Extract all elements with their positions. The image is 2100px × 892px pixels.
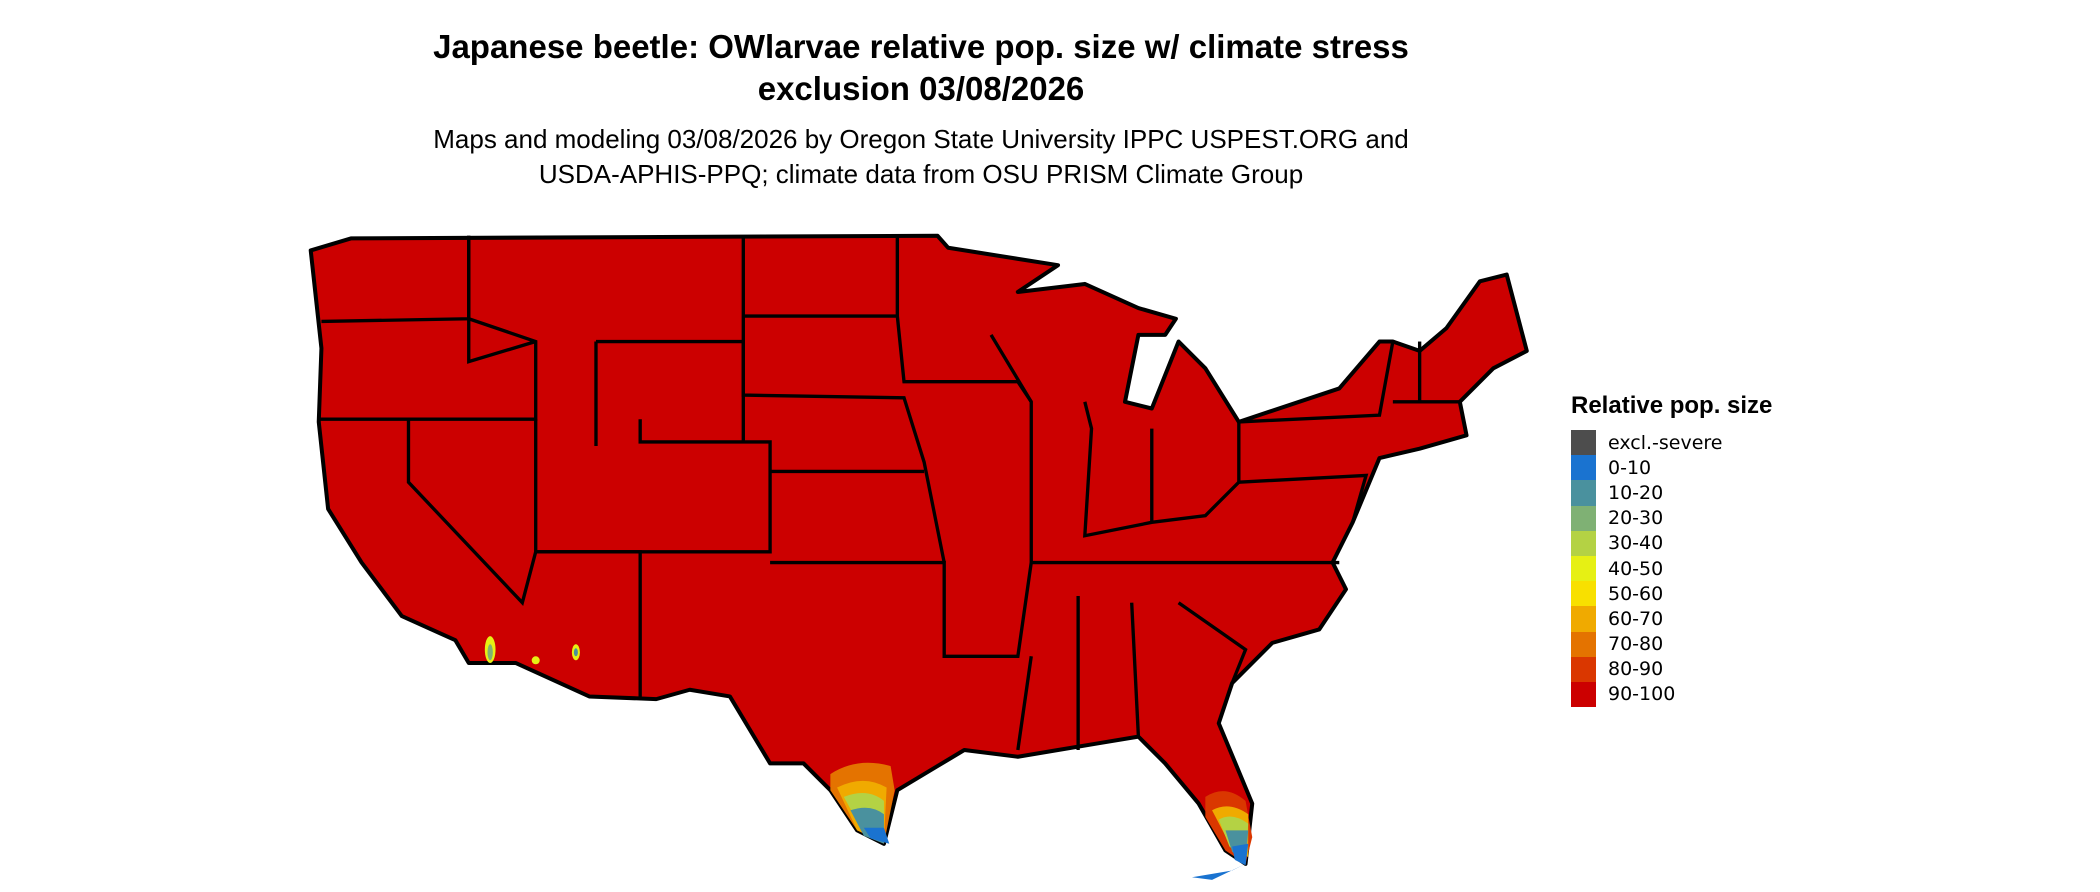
legend-label: 90-100 — [1608, 683, 1676, 706]
us-outline — [308, 233, 1529, 866]
legend-swatch — [1571, 430, 1596, 456]
legend-item: 10-20 — [1571, 480, 1772, 506]
southwest-patches — [484, 636, 580, 665]
legend-label: 20-30 — [1608, 507, 1664, 530]
legend-label: 70-80 — [1608, 633, 1664, 656]
subtitle-line-2: USDA-APHIS-PPQ; climate data from OSU PR… — [538, 159, 1304, 189]
legend-label: 40-50 — [1608, 557, 1664, 580]
legend-label: 60-70 — [1608, 607, 1664, 630]
state-borders — [318, 235, 1460, 751]
legend-item: 80-90 — [1571, 656, 1772, 682]
legend-item: 90-100 — [1571, 681, 1772, 708]
legend-label: excl.-severe — [1608, 431, 1723, 454]
legend-item: excl.-severe — [1571, 430, 1772, 456]
legend-item: 50-60 — [1571, 581, 1772, 607]
florida-gradient-patch — [1191, 791, 1253, 880]
legend: Relative pop. size excl.-severe 0-10 10-20… — [1571, 392, 1773, 708]
legend-title: Relative pop. size — [1571, 392, 1773, 419]
texas-gradient-patch — [830, 762, 895, 844]
legend-swatch — [1571, 681, 1596, 708]
legend-swatch — [1571, 606, 1596, 632]
legend-label: 80-90 — [1608, 658, 1664, 681]
legend-item: 20-30 — [1571, 505, 1772, 531]
legend-swatch — [1571, 631, 1596, 657]
legend-swatch — [1571, 581, 1596, 607]
title-line-1: Japanese beetle: OWlarvae relative pop. … — [433, 28, 1409, 65]
legend-swatch — [1571, 656, 1596, 682]
subtitle-line-1: Maps and modeling 03/08/2026 by Oregon S… — [433, 124, 1409, 154]
legend-item: 30-40 — [1571, 530, 1772, 556]
legend-item: 0-10 — [1571, 455, 1772, 481]
legend-swatch — [1571, 455, 1596, 481]
map-title: Japanese beetle: OWlarvae relative pop. … — [0, 26, 1842, 110]
legend-label: 0-10 — [1608, 456, 1652, 479]
legend-swatch — [1571, 530, 1596, 556]
legend-label: 30-40 — [1608, 532, 1664, 555]
legend-item: 60-70 — [1571, 606, 1772, 632]
legend-swatch — [1571, 505, 1596, 531]
legend-item: 40-50 — [1571, 555, 1772, 582]
legend-items: excl.-severe 0-10 10-20 20-30 30-40 40-50 50-6… — [1571, 430, 1772, 708]
legend-swatch — [1571, 555, 1596, 582]
title-line-2: exclusion 03/08/2026 — [757, 70, 1085, 107]
map-subtitle: Maps and modeling 03/08/2026 by Oregon S… — [0, 122, 1842, 192]
legend-label: 50-60 — [1608, 582, 1664, 605]
legend-item: 70-80 — [1571, 631, 1772, 657]
legend-swatch — [1571, 480, 1596, 506]
legend-label: 10-20 — [1608, 481, 1664, 504]
